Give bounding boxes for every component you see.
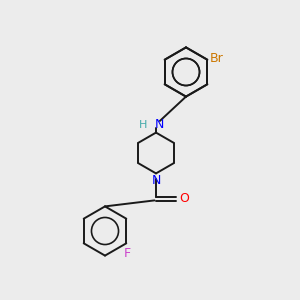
Text: H: H — [139, 119, 147, 130]
Text: Br: Br — [210, 52, 224, 65]
Text: N: N — [151, 174, 161, 187]
Text: F: F — [124, 247, 131, 260]
Text: O: O — [179, 192, 189, 206]
Text: N: N — [154, 118, 164, 131]
